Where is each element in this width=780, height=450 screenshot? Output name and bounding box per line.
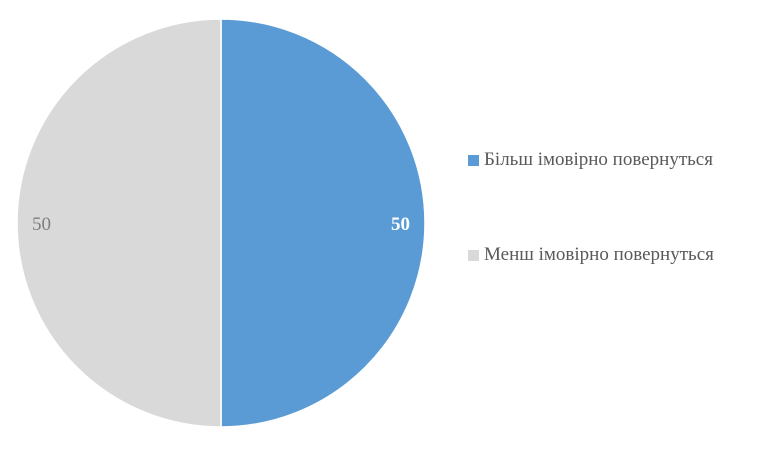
legend-item-less-likely: Менш імовірно повернуться <box>468 241 773 269</box>
data-label-less-likely: 50 <box>32 214 51 235</box>
legend-swatch-more-likely <box>468 154 479 166</box>
legend: Більш імовірно повернуться Менш імовірно… <box>468 146 773 336</box>
legend-label-more-likely: Більш імовірно повернуться <box>484 149 713 170</box>
legend-swatch-less-likely <box>468 249 479 261</box>
pie-data-labels: 50 50 <box>32 214 410 235</box>
pie-slice-more-likely <box>220 18 426 428</box>
pie-slice-less-likely <box>16 18 222 428</box>
legend-label-less-likely: Менш імовірно повернуться <box>484 244 714 265</box>
legend-item-more-likely: Більш імовірно повернуться <box>468 146 773 174</box>
data-label-more-likely: 50 <box>391 214 410 235</box>
pie-slices <box>16 18 426 428</box>
